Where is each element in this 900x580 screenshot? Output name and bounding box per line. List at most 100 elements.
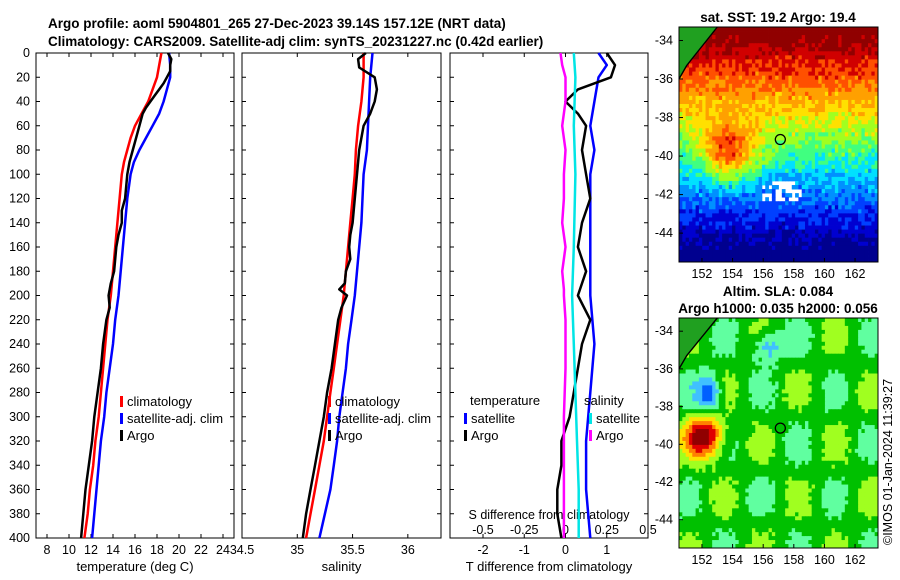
y-tick-label: 400: [9, 531, 30, 545]
x-tick-label: 158: [783, 553, 804, 567]
legend-s-satellite-swatch: [589, 413, 592, 424]
s-tick-label: -0.5: [472, 523, 494, 537]
temperature-legend-0-swatch: [120, 396, 123, 407]
sla-map-title-line1: Altim. SLA: 0.084: [723, 284, 834, 299]
y-tick-label: 320: [9, 434, 30, 448]
y-tick-label: -42: [655, 188, 673, 202]
x-tick-label: -2: [477, 543, 488, 557]
difference-t-satellite-line: [584, 52, 609, 539]
s-tick-label: 0.25: [595, 523, 619, 537]
x-tick-label: 162: [845, 267, 866, 281]
x-axis-label: T difference from climatology: [466, 559, 633, 574]
temperature-satellite-clim-line: [90, 52, 172, 539]
argo-location-marker: [774, 422, 786, 434]
y-tick-label: 300: [9, 410, 30, 424]
salinity-legend-2-swatch: [328, 430, 331, 441]
legend-t-satellite-label: satellite: [471, 411, 515, 426]
legend-s-argo-label: Argo: [596, 428, 623, 443]
y-tick-label: 120: [9, 192, 30, 206]
y-tick-label: 200: [9, 289, 30, 303]
y-tick-label: 20: [16, 70, 30, 84]
salinity-legend-0-swatch: [328, 396, 331, 407]
y-tick-label: -42: [655, 475, 673, 489]
y-tick-label: -34: [655, 324, 673, 338]
sla-map-panel: 152 154 156 158 160 162 -34 -36 -38 -40 -42 -44: [655, 317, 879, 567]
salinity-legend-1-label: satellite-adj. clim: [335, 411, 431, 426]
temperature-legend-2-swatch: [120, 430, 123, 441]
y-tick-label: 260: [9, 361, 30, 375]
difference-s-satellite-line: [570, 52, 580, 538]
x-tick-label: 156: [753, 267, 774, 281]
x-tick-label: 10: [62, 543, 76, 557]
temperature-legend-1-label: satellite-adj. clim: [127, 411, 223, 426]
sst-map-panel: 152 154 156 158 160 162 -34 -36 -38 -40 -42 -44: [655, 26, 879, 281]
p-sla-coastline: [678, 317, 718, 370]
x-tick-label: 152: [692, 553, 713, 567]
sla-map-title-line2: Argo h1000: 0.035 h2000: 0.056: [678, 301, 878, 316]
temperature-climatology-line: [83, 52, 163, 539]
y-tick-label: 140: [9, 216, 30, 230]
y-tick-label: -40: [655, 437, 673, 451]
difference-panel: -2 -1 0 1 T difference from climatology S dif…: [449, 52, 657, 574]
x-tick-label: 12: [84, 543, 98, 557]
x-tick-label: 0: [562, 543, 569, 557]
p-sst-coastline: [678, 26, 718, 80]
p-temp-frame: [35, 52, 235, 539]
figure-title-line1: Argo profile: aoml 5904801_265 27-Dec-20…: [48, 16, 506, 31]
y-tick-label: -36: [655, 72, 673, 86]
legend-t-satellite-swatch: [464, 413, 467, 424]
y-tick-label: 340: [9, 458, 30, 472]
p-sal-frame: [241, 52, 442, 539]
legend-t-argo-swatch: [464, 430, 467, 441]
legend-t-argo-label: Argo: [471, 428, 498, 443]
x-tick-label: 156: [753, 553, 774, 567]
s-tick-label: -0.25: [510, 523, 539, 537]
p-sla-frame: [678, 317, 879, 549]
x-tick-label: 1: [603, 543, 610, 557]
y-tick-label: -38: [655, 111, 673, 125]
y-tick-label: 220: [9, 313, 30, 327]
x-tick-label: 20: [172, 543, 186, 557]
x-tick-label: 154: [722, 267, 743, 281]
x-tick-label: 35.5: [340, 543, 364, 557]
salinity-legend-0-label: climatology: [335, 394, 401, 409]
difference-s-argo-line: [559, 52, 567, 538]
salinity-panel: 34.5 35 35.5 36 salinity climatology satellite…: [230, 52, 442, 574]
x-tick-label: 158: [783, 267, 804, 281]
x-tick-label: 14: [106, 543, 120, 557]
x-tick-label: 160: [814, 267, 835, 281]
x-axis-label: salinity: [322, 559, 362, 574]
x-tick-label: 162: [845, 553, 866, 567]
p-sst-land: [679, 27, 718, 79]
y-tick-label: 240: [9, 337, 30, 351]
sst-map-title: sat. SST: 19.2 Argo: 19.4: [700, 10, 856, 25]
p-diff-frame: [449, 52, 649, 539]
y-tick-label: 40: [16, 95, 30, 109]
y-tick-label: -34: [655, 33, 673, 47]
x-tick-label: 35: [290, 543, 304, 557]
y-tick-label: 180: [9, 264, 30, 278]
y-tick-label: 100: [9, 167, 30, 181]
salinity-satellite-clim-line: [318, 52, 374, 539]
s-axis-label: S difference from climatology: [469, 508, 631, 522]
x-tick-label: 18: [150, 543, 164, 557]
y-tick-label: 380: [9, 507, 30, 521]
x-tick-label: 22: [194, 543, 208, 557]
x-tick-label: -1: [519, 543, 530, 557]
credit-text: ©IMOS 01-Jan-2024 11:39:27: [881, 379, 895, 545]
temperature-panel: 0 20 40 60 80 100 120 140 160 180 200 220 240 260 280 3…: [9, 46, 235, 574]
salinity-climatology-line: [304, 53, 365, 539]
y-tick-label: 80: [16, 143, 30, 157]
y-tick-label: -36: [655, 362, 673, 376]
temperature-legend-2-label: Argo: [127, 428, 154, 443]
y-tick-label: 60: [16, 119, 30, 133]
x-axis-label: temperature (deg C): [76, 559, 193, 574]
s-tick-label: 0: [562, 523, 569, 537]
y-tick-label: -44: [655, 513, 673, 527]
y-tick-label: 280: [9, 386, 30, 400]
y-tick-label: 360: [9, 483, 30, 497]
p-sla-land: [679, 318, 718, 369]
p-sst-frame: [678, 26, 879, 263]
x-tick-label: 160: [814, 553, 835, 567]
